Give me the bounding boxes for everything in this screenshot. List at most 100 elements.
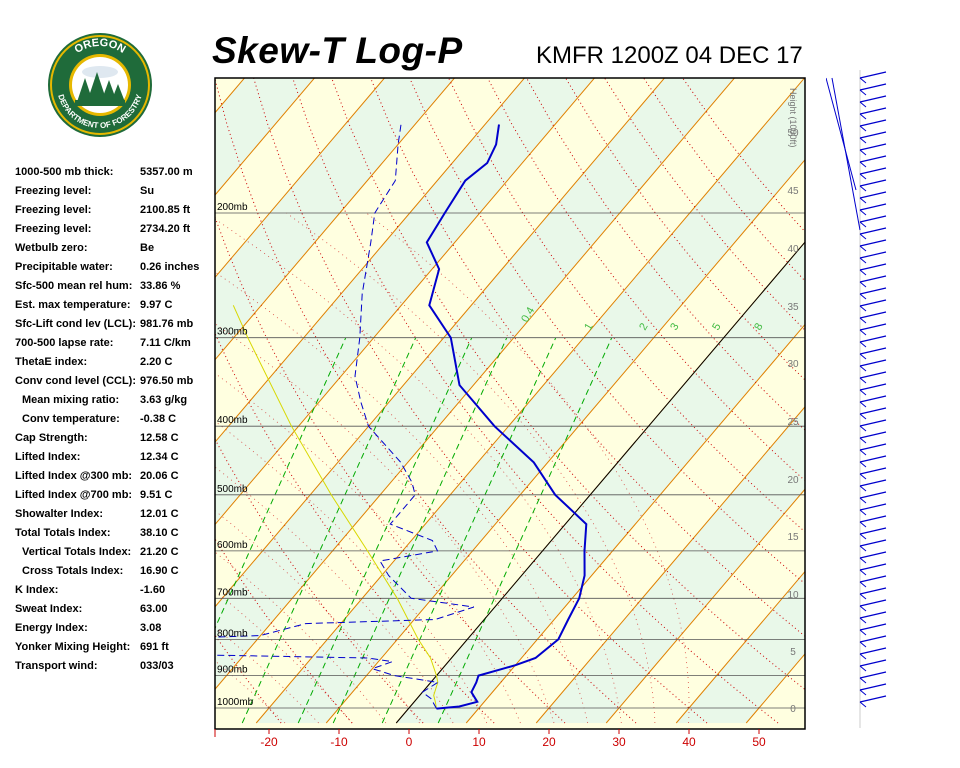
height-tick-label: 40 [787, 244, 799, 255]
dry-adiabat [0, 0, 210, 723]
index-label: Lifted Index: [15, 451, 81, 463]
wind-barb-flag [859, 377, 867, 384]
wind-barb [859, 443, 887, 451]
index-label: ThetaE index: [15, 356, 88, 368]
index-row: Sfc-Lift cond lev (LCL): 981.76 mb [15, 318, 215, 337]
index-row: Yonker Mixing Height: 691 ft [15, 641, 215, 660]
wind-barb-flag [859, 569, 867, 576]
wind-barb-flag [859, 509, 867, 516]
index-row: Freezing level: Su [15, 185, 215, 204]
index-value: 33.86 % [140, 280, 181, 292]
wind-barb-flag [859, 653, 867, 660]
index-label: Freezing level: [15, 204, 92, 216]
index-value: -0.38 C [140, 413, 177, 425]
wind-barb-flag [859, 221, 867, 228]
wind-barb-flag [859, 473, 867, 480]
index-label: 1000-500 mb thick: [15, 166, 114, 178]
index-value: 691 ft [140, 641, 169, 653]
wind-barb-flag [859, 185, 867, 192]
wind-barb-flag [859, 257, 867, 264]
wind-barb [859, 527, 887, 535]
mixing-ratio-line [381, 337, 557, 724]
height-tick-label: 5 [790, 647, 796, 658]
wind-barb-flag [859, 149, 867, 156]
index-label: Vertical Totals Index: [22, 546, 132, 558]
wind-barb [859, 383, 887, 391]
height-tick-label: 10 [787, 590, 799, 601]
wind-barb-flag [859, 101, 867, 108]
isotherm [675, 570, 805, 724]
wind-barb-flag [859, 461, 867, 468]
index-label: Est. max temperature: [15, 299, 131, 311]
index-label: Showalter Index: [15, 508, 104, 520]
x-tick-label: -20 [260, 735, 278, 749]
wind-barb-column [826, 70, 887, 728]
wind-barb-flag [859, 485, 867, 492]
wind-barb [859, 119, 887, 127]
wind-barb [859, 599, 887, 607]
wind-barb [859, 431, 887, 439]
pressure-label: 800mb [217, 628, 248, 639]
stability-indices-panel: 1000-500 mb thick: 5357.00 m Freezing leve… [15, 166, 215, 679]
wind-barb-flag [859, 533, 867, 540]
wind-barb-flag [859, 389, 867, 396]
index-value: 2.20 C [140, 356, 173, 368]
index-value: 12.01 C [140, 508, 179, 520]
index-value: 3.08 [140, 622, 162, 634]
wind-barb-flag [859, 689, 867, 696]
temperature-line [425, 124, 588, 710]
wind-barb-flag [859, 341, 867, 348]
index-value: 12.34 C [140, 451, 179, 463]
wind-barb [859, 515, 887, 523]
index-row: Showalter Index: 12.01 C [15, 508, 215, 527]
index-row: Cap Strength: 12.58 C [15, 432, 215, 451]
mixing-ratio-line [437, 337, 613, 724]
wind-barb [859, 143, 887, 151]
station-time-label: KMFR 1200Z 04 DEC 17 [536, 42, 803, 69]
index-value: 976.50 mb [140, 375, 194, 387]
wind-barb-flag [859, 557, 867, 564]
index-label: 700-500 lapse rate: [15, 337, 114, 349]
wind-barb-flag [859, 581, 867, 588]
index-row: ThetaE index: 2.20 C [15, 356, 215, 375]
index-row: Est. max temperature: 9.97 C [15, 299, 215, 318]
temperature-band [0, 0, 241, 723]
wind-barb [859, 227, 887, 235]
index-label: Lifted Index @300 mb: [15, 470, 133, 482]
wind-barb [859, 611, 887, 619]
index-label: Total Totals Index: [15, 527, 111, 539]
height-tick-label: 20 [787, 475, 799, 486]
index-row: Freezing level: 2100.85 ft [15, 204, 215, 223]
dry-adiabat [215, 215, 566, 724]
index-row: Conv temperature: -0.38 C [15, 413, 215, 432]
height-tick-label: 35 [787, 302, 799, 313]
height-tick-label: 50 [787, 128, 799, 139]
index-value: 63.00 [140, 603, 168, 615]
height-tick-label: 0 [790, 704, 796, 715]
index-label: Sfc-500 mean rel hum: [15, 280, 133, 292]
index-label: Precipitable water: [15, 261, 113, 273]
index-label: Lifted Index @700 mb: [15, 489, 133, 501]
wind-barb [859, 455, 887, 463]
index-row: Mean mixing ratio: 3.63 g/kg [15, 394, 215, 413]
index-row: Lifted Index @700 mb: 9.51 C [15, 489, 215, 508]
wind-barb [859, 263, 887, 271]
pressure-label: 400mb [217, 415, 248, 426]
logo-text-top: OREGON [73, 37, 128, 56]
plot-frame [214, 77, 806, 730]
oregon-forestry-logo: OREGON DEPARTMENT OF FORESTRY [47, 32, 153, 138]
wind-barb-flag [859, 521, 867, 528]
index-label: Mean mixing ratio: [22, 394, 120, 406]
x-tick-label: 10 [472, 735, 486, 749]
mixing-ratio-line [215, 337, 347, 630]
index-value: 20.06 C [140, 470, 179, 482]
mixing-ratio-label: 5 [710, 321, 723, 332]
wind-barb [859, 239, 887, 247]
wind-barb-flag [859, 497, 867, 504]
wind-barb-flag [859, 77, 867, 84]
index-row: Lifted Index: 12.34 C [15, 451, 215, 470]
index-label: Cap Strength: [15, 432, 88, 444]
wind-barb [859, 95, 887, 103]
wind-barb [859, 659, 887, 667]
